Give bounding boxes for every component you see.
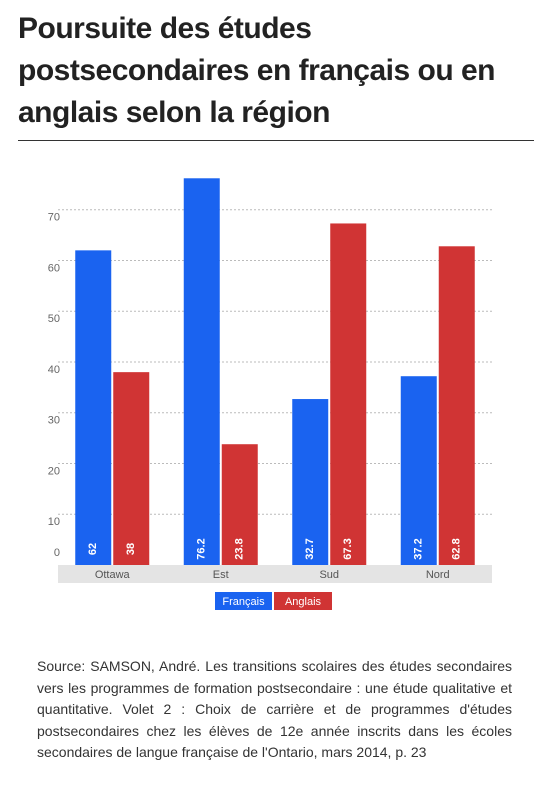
y-tick-label: 0 [54, 547, 60, 559]
x-tick-label: Est [213, 569, 229, 581]
value-label: 67.3 [342, 538, 354, 559]
value-label: 76.2 [196, 538, 208, 559]
bar [438, 246, 475, 565]
source-note: Source: SAMSON, André. Les transitions s… [37, 658, 512, 760]
bar [113, 372, 150, 565]
x-tick-label: Sud [319, 569, 339, 581]
legend-label: Français [222, 596, 265, 608]
chart-title: Poursuite des études postsecondaires en … [18, 8, 534, 141]
y-tick-label: 20 [48, 465, 60, 477]
y-tick-label: 60 [48, 262, 60, 274]
x-axis-band [58, 565, 492, 583]
y-tick-label: 40 [48, 364, 60, 376]
y-tick-label: 10 [48, 516, 60, 528]
value-label: 37.2 [413, 538, 425, 559]
bar [183, 178, 220, 565]
legend-swatch [215, 592, 272, 610]
value-label: 62.8 [451, 538, 463, 559]
y-tick-label: 50 [48, 313, 60, 325]
value-label: 38 [125, 543, 137, 555]
y-tick-label: 70 [48, 212, 60, 224]
bar [330, 223, 367, 565]
bar [400, 376, 437, 565]
x-tick-label: Nord [426, 569, 450, 581]
bar [292, 399, 329, 565]
value-label: 23.8 [234, 538, 246, 559]
value-label: 62 [87, 543, 99, 555]
x-tick-label: Ottawa [95, 569, 131, 581]
value-label: 32.7 [304, 538, 316, 559]
legend-swatch [274, 592, 332, 610]
y-tick-label: 30 [48, 415, 60, 427]
legend-label: Anglais [285, 596, 322, 608]
bar [75, 250, 112, 565]
bar [221, 444, 258, 565]
